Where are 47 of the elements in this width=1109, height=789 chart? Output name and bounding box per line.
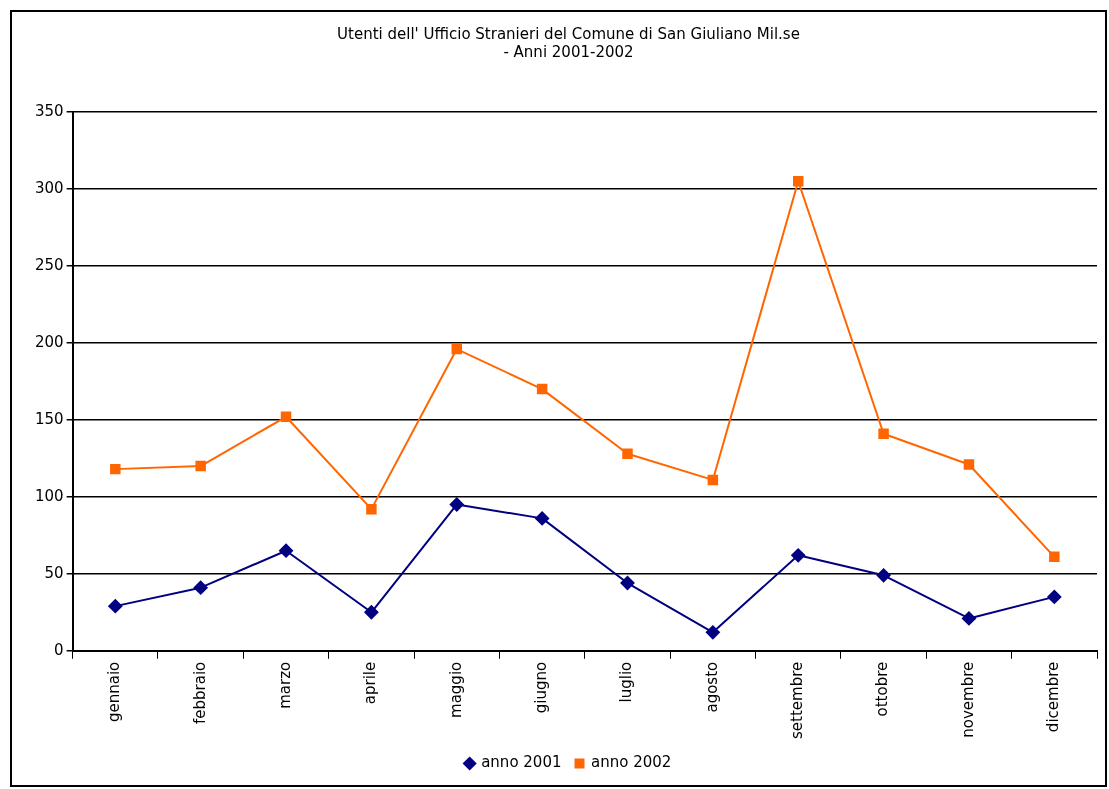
point [963, 459, 975, 470]
y-tick-label: 250 [34, 255, 64, 274]
x-tick-label: luglio [617, 661, 636, 703]
point [364, 605, 379, 620]
point [280, 411, 292, 423]
x-tick-label: aprile [361, 661, 380, 705]
point [449, 497, 464, 512]
point [451, 343, 463, 355]
point [1049, 551, 1060, 563]
point [792, 176, 804, 187]
point [620, 576, 635, 591]
point [195, 460, 206, 472]
x-tick-label: ottobre [873, 661, 892, 717]
x-tick-label: novembre [958, 661, 977, 738]
legend-label: anno 2001 [481, 753, 562, 772]
x-tick-label: agosto [702, 661, 721, 713]
point [961, 611, 976, 626]
y-tick-label: 200 [34, 332, 64, 351]
x-tick-label: maggio [446, 661, 465, 718]
point [366, 503, 377, 515]
point [707, 474, 719, 486]
y-tick-label: 350 [34, 101, 64, 120]
x-tick-label: marzo [275, 661, 294, 709]
point [279, 543, 294, 558]
y-tick-label: 50 [44, 563, 64, 582]
x-tick-label: dicembre [1044, 661, 1063, 733]
point [1047, 589, 1062, 604]
point [536, 383, 548, 395]
point [193, 580, 208, 595]
point [791, 548, 806, 563]
x-tick-label: febbraio [190, 661, 209, 725]
chart-title: Utenti dell' Ufficio Stranieri del Comune di San Giuliano Mil.se - Anni 2001-2002 [337, 24, 800, 61]
point [110, 463, 121, 475]
point [535, 511, 550, 526]
x-tick-label: gennaio [105, 661, 124, 723]
y-tick-label: 300 [34, 178, 64, 197]
point [622, 448, 633, 459]
y-tick-label: 100 [34, 486, 64, 505]
x-tick-label: settembre [788, 661, 807, 739]
y-tick-label: 150 [34, 409, 64, 428]
point [878, 428, 889, 439]
point [108, 599, 123, 614]
point [705, 625, 720, 640]
point [876, 568, 891, 583]
legend-label: anno 2002 [591, 753, 672, 772]
x-tick-label: giugno [532, 661, 551, 714]
y-tick-label: 0 [54, 640, 64, 659]
